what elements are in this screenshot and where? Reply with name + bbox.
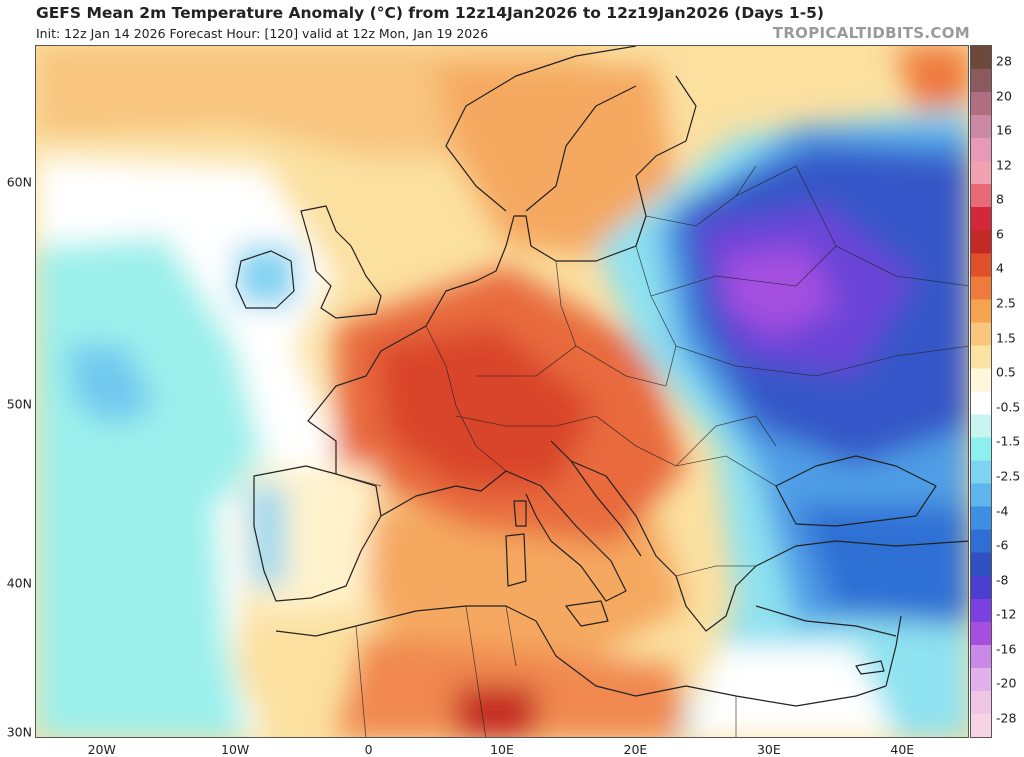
coast-italy: [505, 470, 627, 602]
coast-denmark: [505, 215, 557, 262]
sahara-hot: [456, 686, 536, 737]
border-romania: [675, 415, 777, 467]
border-morocco-algeria: [355, 625, 367, 737]
lat-tick-label: 30N: [6, 724, 32, 740]
colorbar-labels: 28 20 16 12 8 6 4 2.5 1.5 0.5 -0.5 -1.5 -2.5 -4 -6 -8 -1…: [996, 45, 1024, 738]
border-poland-east: [635, 245, 677, 387]
coast-great-britain: [300, 205, 382, 319]
colorbar-label: 2.5: [996, 295, 1016, 311]
coast-corsica: [513, 500, 527, 527]
map-subtitle: Init: 12z Jan 14 2026 Forecast Hour: [12…: [36, 26, 489, 41]
colorbar-label: 28: [996, 53, 1012, 69]
coast-balkans: [570, 460, 757, 632]
border-tunisia: [505, 605, 517, 667]
border-belarus: [650, 245, 837, 297]
colorbar-label: -20: [996, 675, 1017, 691]
coast-north-africa: [275, 605, 887, 707]
coast-finland: [655, 75, 697, 157]
border-czech-austria: [476, 345, 667, 387]
lon-tick-label: 10W: [221, 742, 250, 757]
colorbar-label: -1.5: [996, 433, 1021, 449]
colorbar-label: -12: [996, 606, 1017, 622]
colorbar-label: 12: [996, 157, 1012, 173]
lat-tick-label: 40N: [6, 575, 32, 591]
lon-tick-label: 10E: [490, 742, 514, 757]
colorbar-label: -4: [996, 503, 1009, 519]
colorbar-label: 20: [996, 88, 1012, 104]
atlantic-blue-blob: [66, 346, 156, 426]
ireland-cool: [236, 246, 296, 306]
coast-france: [307, 325, 427, 474]
belarus-purple: [726, 246, 836, 336]
border-russia: [735, 165, 968, 287]
border-algeria-libya: [465, 605, 487, 737]
lon-tick-label: 40E: [890, 742, 915, 757]
colorbar: [970, 45, 992, 738]
colorbar-label: 4: [996, 260, 1004, 276]
iberia-west-blue: [246, 486, 286, 586]
coast-baltic: [556, 155, 657, 262]
lon-tick-label: 0: [364, 742, 373, 757]
colorbar-label: 0.5: [996, 364, 1016, 380]
coast-black-sea: [775, 455, 937, 527]
colorbar-label: -8: [996, 572, 1009, 588]
border-france-germany: [425, 325, 507, 472]
coast-iberia: [253, 465, 382, 602]
border-greece: [675, 565, 756, 577]
border-germany-poland: [555, 260, 577, 347]
colorbar-label: -0.5: [996, 399, 1021, 415]
credit-watermark: TROPICALTIDBITS.COM: [772, 24, 970, 42]
coast-med-north: [380, 470, 507, 517]
colorbar-label: 8: [996, 191, 1004, 207]
coast-levant: [885, 615, 902, 687]
colorbar-label: 16: [996, 122, 1012, 138]
lon-tick-label: 30E: [756, 742, 781, 757]
lon-tick-label: 20E: [623, 742, 648, 757]
coast-italy-east: [550, 440, 642, 557]
coast-sicily: [565, 600, 609, 627]
colorbar-label: -28: [996, 710, 1017, 726]
lat-tick-label: 60N: [6, 174, 32, 190]
border-baltics: [645, 165, 757, 227]
turkey-cold: [796, 506, 968, 626]
colorbar-label: 1.5: [996, 330, 1016, 346]
coast-sweden: [525, 85, 637, 212]
coast-sardinia: [505, 533, 527, 587]
coast-cyprus: [855, 660, 885, 675]
colorbar-label: 6: [996, 226, 1004, 242]
anomaly-map: [35, 45, 969, 738]
levant-neutral: [686, 646, 896, 737]
border-ukraine: [675, 345, 968, 377]
lon-tick-label: 20W: [87, 742, 116, 757]
map-title: GEFS Mean 2m Temperature Anomaly (°C) fr…: [36, 4, 824, 22]
colorbar-label: -2.5: [996, 468, 1021, 484]
colorbar-label: -16: [996, 641, 1017, 657]
coast-scandinavia: [445, 46, 637, 212]
coast-turkey: [755, 540, 968, 567]
colorbar-label: -6: [996, 537, 1009, 553]
lat-tick-label: 50N: [6, 396, 32, 412]
france-italy-core: [376, 326, 596, 486]
coast-turkey-south: [755, 605, 897, 637]
scandinavia-warm: [436, 66, 676, 256]
coast-ireland: [235, 250, 295, 309]
border-alps: [455, 415, 597, 427]
border-france-spain: [335, 473, 382, 487]
coast-north-sea: [425, 245, 507, 327]
